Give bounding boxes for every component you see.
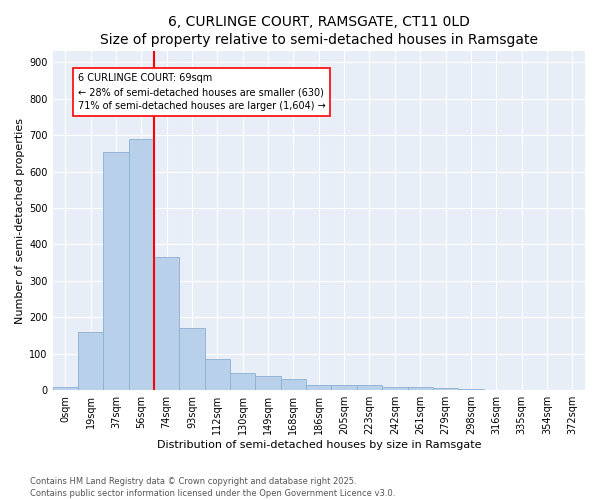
- Bar: [103, 152, 128, 390]
- Bar: [53, 388, 78, 390]
- Bar: [128, 139, 154, 390]
- Bar: [154, 257, 179, 390]
- Bar: [205, 359, 230, 390]
- X-axis label: Distribution of semi-detached houses by size in Ramsgate: Distribution of semi-detached houses by …: [157, 440, 481, 450]
- Bar: [331, 385, 357, 390]
- Y-axis label: Number of semi-detached properties: Number of semi-detached properties: [15, 118, 25, 324]
- Bar: [256, 376, 281, 390]
- Text: Contains HM Land Registry data © Crown copyright and database right 2025.
Contai: Contains HM Land Registry data © Crown c…: [30, 476, 395, 498]
- Bar: [306, 384, 331, 390]
- Bar: [407, 388, 433, 390]
- Bar: [433, 388, 458, 390]
- Bar: [281, 380, 306, 390]
- Title: 6, CURLINGE COURT, RAMSGATE, CT11 0LD
Size of property relative to semi-detached: 6, CURLINGE COURT, RAMSGATE, CT11 0LD Si…: [100, 15, 538, 48]
- Bar: [230, 372, 256, 390]
- Bar: [357, 386, 382, 390]
- Bar: [382, 386, 407, 390]
- Bar: [458, 389, 484, 390]
- Text: 6 CURLINGE COURT: 69sqm
← 28% of semi-detached houses are smaller (630)
71% of s: 6 CURLINGE COURT: 69sqm ← 28% of semi-de…: [78, 73, 326, 111]
- Bar: [78, 332, 103, 390]
- Bar: [179, 328, 205, 390]
